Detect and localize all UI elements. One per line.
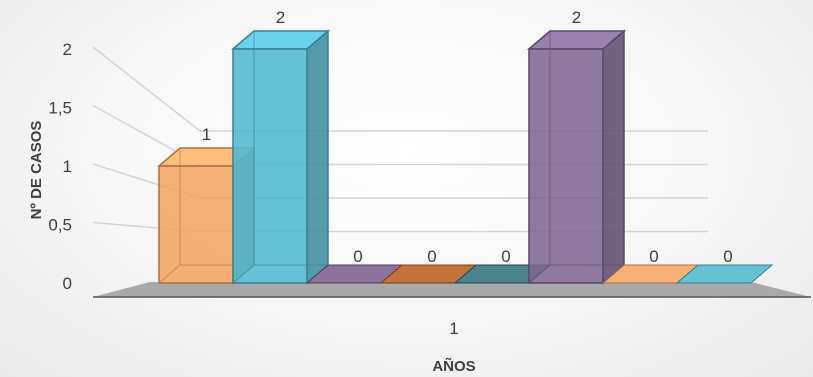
bar-side (602, 29, 625, 285)
data-labels: 1 2 0 0 0 2 0 0 (202, 8, 733, 266)
bars (156, 29, 774, 285)
y-tick-label: 0 (63, 274, 72, 293)
data-label: 2 (276, 8, 285, 27)
data-label: 0 (427, 247, 436, 266)
bar-edge (528, 264, 551, 284)
data-label: 0 (723, 247, 732, 266)
bar-edge (232, 264, 255, 284)
y-tick-labels: 0 0,5 1 1,5 2 (48, 40, 72, 293)
floor-plane (93, 282, 811, 297)
y-tick-label: 1 (63, 157, 72, 176)
bar (230, 29, 331, 285)
y-tick-label: 0,5 (48, 216, 72, 235)
data-label: 1 (202, 125, 211, 144)
data-label: 0 (501, 247, 510, 266)
y-axis-title: Nº DE CASOS (28, 121, 45, 220)
gridline-side (92, 46, 201, 132)
bar (526, 29, 627, 285)
y-tick-label: 1,5 (48, 99, 72, 118)
bar (675, 264, 774, 284)
bar-front (528, 48, 604, 284)
data-label: 0 (649, 247, 658, 266)
bar-front (232, 48, 308, 284)
x-axis-title: AÑOS (432, 357, 475, 375)
chart-floor (93, 282, 811, 298)
data-label: 2 (572, 8, 581, 27)
bar-side (306, 29, 329, 285)
x-tick-label: 1 (449, 319, 458, 338)
data-label: 0 (353, 247, 362, 266)
bar-front (158, 165, 234, 284)
bar-edge (158, 264, 181, 284)
bar-top (675, 264, 774, 284)
y-tick-label: 2 (63, 40, 72, 59)
